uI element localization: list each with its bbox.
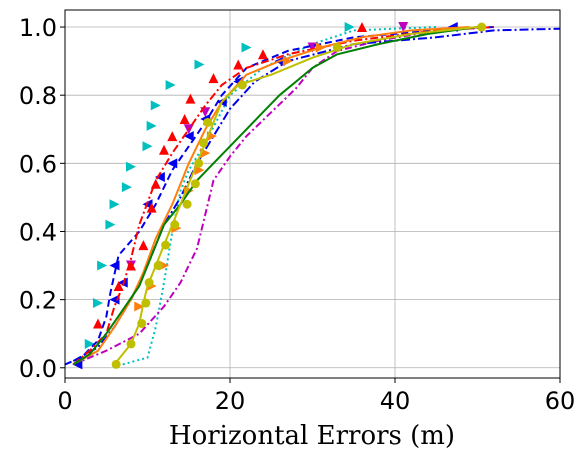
x-tick-label: 60 xyxy=(545,387,576,415)
data-point-marker xyxy=(182,199,192,209)
data-point-marker xyxy=(315,42,326,53)
data-point-marker xyxy=(258,49,268,60)
data-point-marker xyxy=(84,338,95,349)
data-point-marker xyxy=(159,144,169,155)
data-point-marker xyxy=(477,22,487,32)
data-point-marker xyxy=(203,117,213,127)
data-point-marker xyxy=(146,120,157,131)
data-point-marker xyxy=(194,158,204,168)
x-tick-label: 40 xyxy=(380,387,411,415)
x-axis-title: Horizontal Errors (m) xyxy=(169,421,455,451)
data-point-marker xyxy=(241,42,252,53)
y-tick-label: 1.0 xyxy=(19,14,57,42)
data-point-marker xyxy=(113,281,124,291)
y-tick-label: 0.4 xyxy=(19,218,57,246)
data-point-marker xyxy=(332,42,342,52)
data-point-marker xyxy=(357,22,367,33)
data-point-marker xyxy=(93,298,103,309)
series-line xyxy=(72,26,495,366)
data-point-marker xyxy=(150,178,161,189)
data-point-marker xyxy=(161,240,171,250)
series-line xyxy=(72,26,495,366)
data-point-marker xyxy=(137,318,147,328)
series-line xyxy=(65,26,495,366)
series-group xyxy=(65,22,560,370)
data-point-marker xyxy=(150,100,161,111)
data-point-marker xyxy=(126,161,136,172)
data-point-marker xyxy=(134,301,145,312)
data-point-marker xyxy=(126,339,136,349)
series-8 xyxy=(111,22,487,369)
data-point-marker xyxy=(121,182,132,193)
tick-marks xyxy=(60,26,561,383)
data-point-marker xyxy=(194,165,205,176)
y-tick-label: 0.2 xyxy=(19,287,57,315)
data-point-marker xyxy=(144,278,154,288)
data-point-marker xyxy=(109,199,120,210)
data-point-marker xyxy=(167,158,178,169)
y-tick-label: 0.6 xyxy=(19,150,57,178)
data-point-marker xyxy=(126,260,136,271)
series-line xyxy=(72,26,478,366)
data-point-marker xyxy=(154,171,165,182)
series-line xyxy=(72,26,470,366)
data-point-marker xyxy=(183,131,194,142)
data-point-marker xyxy=(194,59,205,70)
data-point-marker xyxy=(93,318,103,329)
series-layer xyxy=(65,22,560,370)
data-point-marker xyxy=(111,359,121,369)
data-point-marker xyxy=(190,179,200,189)
y-tick-label: 0.0 xyxy=(19,355,57,383)
data-point-marker xyxy=(170,220,180,230)
data-point-marker xyxy=(153,261,163,271)
data-point-marker xyxy=(142,141,153,152)
data-point-marker xyxy=(208,73,219,84)
plot-frame xyxy=(64,9,561,379)
x-tick-label: 20 xyxy=(215,387,246,415)
data-point-marker xyxy=(167,131,178,142)
data-point-marker xyxy=(185,93,196,104)
data-point-marker xyxy=(179,114,190,125)
data-point-marker xyxy=(138,240,149,251)
data-point-marker xyxy=(237,80,247,90)
series-5 xyxy=(72,22,495,366)
series-7 xyxy=(72,26,478,366)
data-point-marker xyxy=(344,22,355,33)
x-tick-label: 0 xyxy=(57,387,72,415)
y-tick-label: 0.8 xyxy=(19,82,57,110)
data-point-marker xyxy=(282,56,293,67)
plot-background xyxy=(65,10,560,378)
data-point-marker xyxy=(146,202,157,213)
data-point-marker xyxy=(199,138,209,148)
data-point-marker xyxy=(233,59,244,70)
data-point-marker xyxy=(165,79,176,90)
data-point-marker xyxy=(398,22,409,33)
data-point-marker xyxy=(141,298,151,308)
data-point-marker xyxy=(109,294,120,305)
data-point-marker xyxy=(97,260,108,271)
tick-labels: 0 20 40 60 0.0 0.2 0.4 0.6 0.8 1.0 xyxy=(19,14,575,415)
data-point-marker xyxy=(109,260,120,271)
data-point-marker xyxy=(105,219,116,230)
